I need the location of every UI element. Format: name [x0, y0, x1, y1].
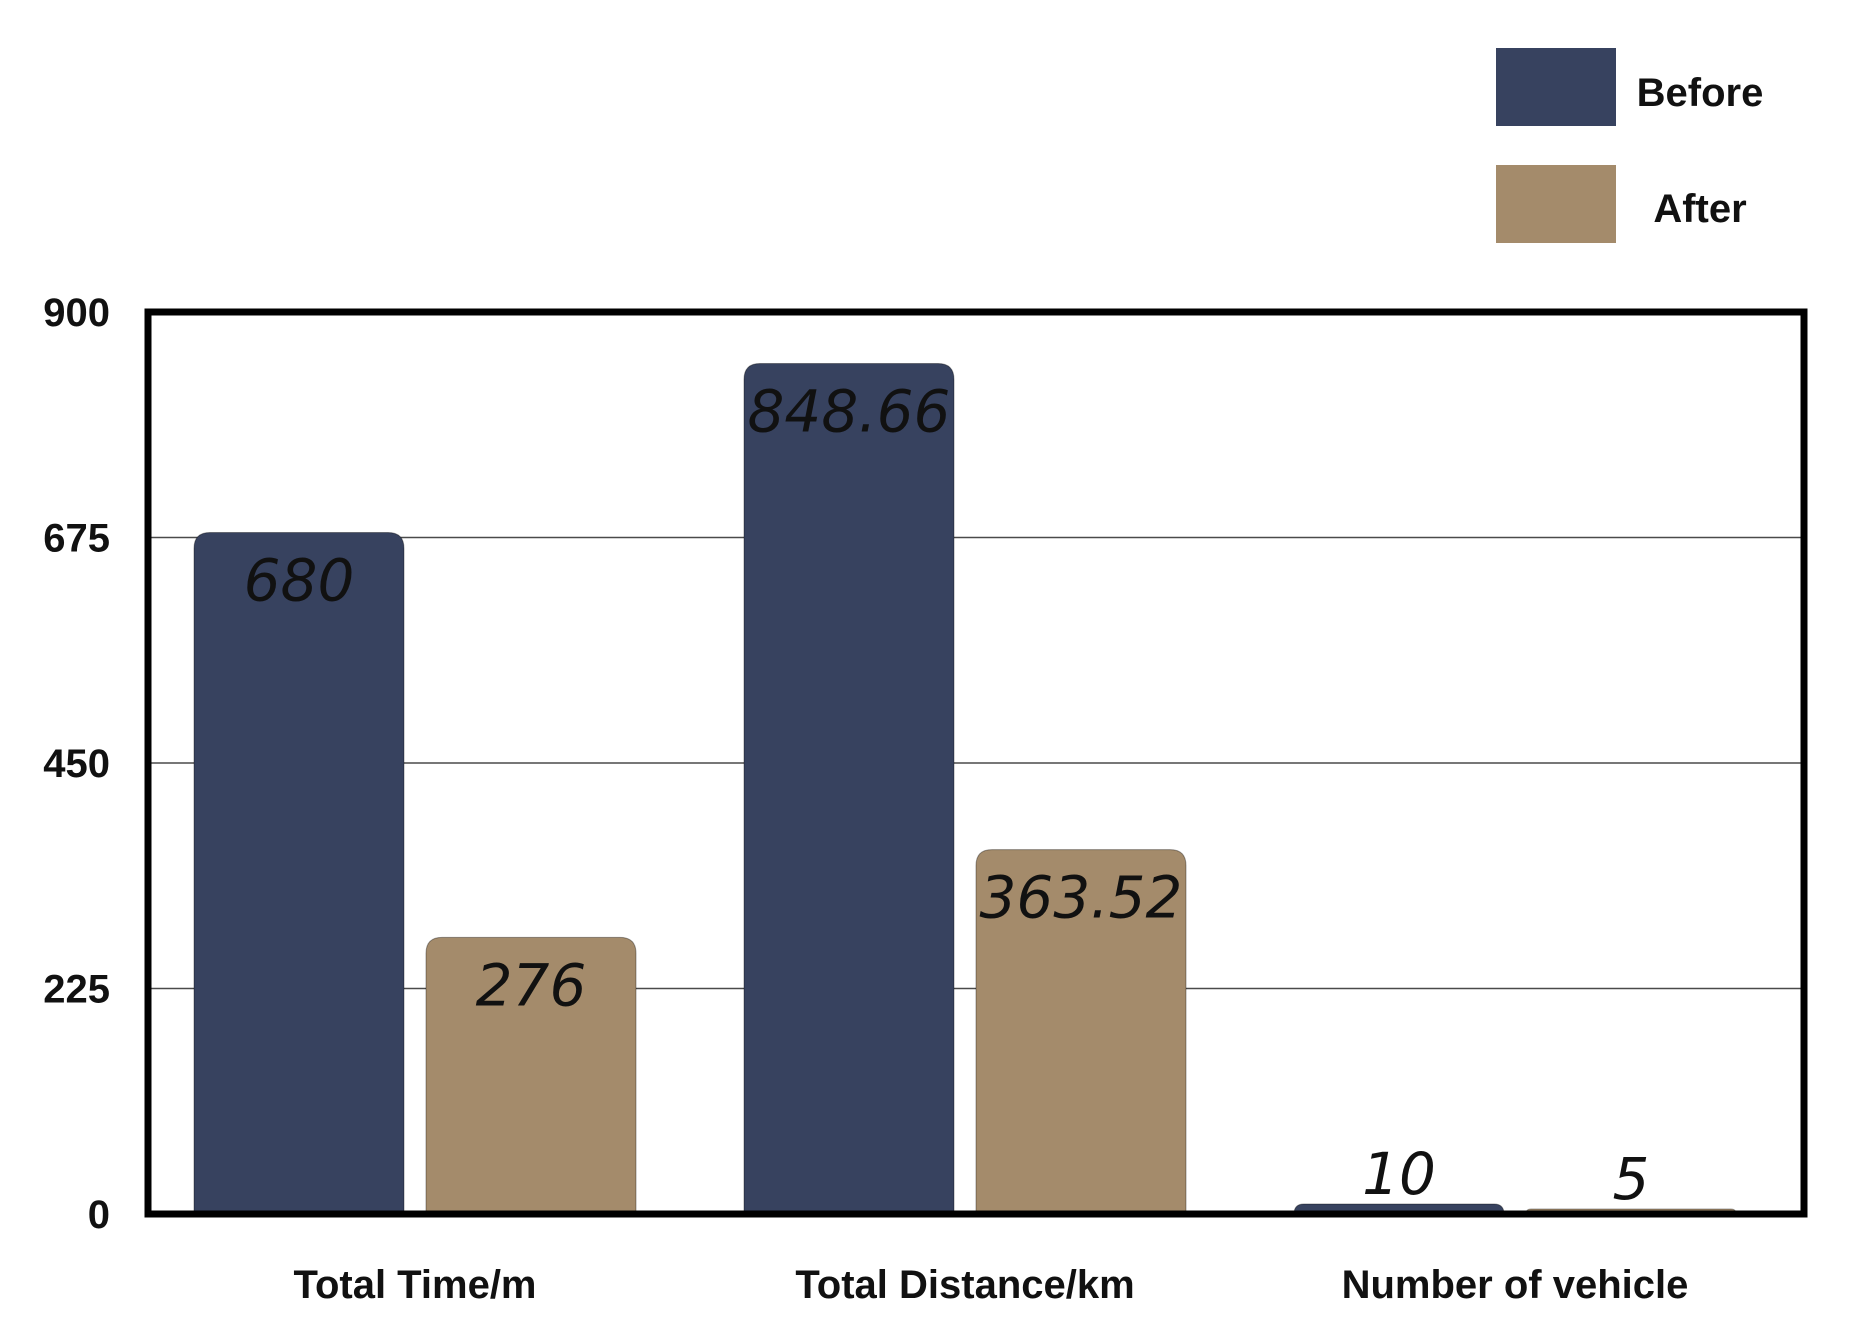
value-label-after-1: 276	[476, 951, 587, 1019]
legend-label-before: Before	[1637, 71, 1764, 115]
y-tick-label: 0	[88, 1193, 110, 1237]
bars	[194, 363, 1736, 1214]
y-tick-label: 900	[43, 291, 110, 335]
value-label-before-2: 848.66	[748, 377, 951, 445]
value-label-before-3: 10	[1362, 1140, 1436, 1208]
bar-before-1	[194, 532, 404, 1214]
legend: Before After	[1496, 48, 1763, 243]
value-label-after-2: 363.52	[980, 864, 1183, 932]
y-tick-label: 675	[43, 517, 110, 561]
bar-chart: 680 276 848.66 363.52 10 5 0 225 450 675 900 Tota…	[0, 0, 1851, 1323]
legend-swatch-after	[1496, 165, 1616, 243]
legend-swatch-before	[1496, 48, 1616, 126]
y-tick-label: 450	[43, 742, 110, 786]
value-label-before-1: 680	[244, 546, 355, 614]
x-category-label: Number of vehicle	[1342, 1263, 1689, 1307]
x-category-label: Total Time/m	[293, 1263, 536, 1307]
x-category-label: Total Distance/km	[795, 1263, 1134, 1307]
value-label-after-3: 5	[1613, 1145, 1650, 1213]
x-axis-categories: Total Time/m Total Distance/km Number of v…	[293, 1263, 1688, 1307]
y-tick-label: 225	[43, 968, 110, 1012]
bar-before-2	[744, 363, 954, 1214]
y-axis-ticks: 0 225 450 675 900	[43, 291, 110, 1237]
legend-label-after: After	[1653, 187, 1746, 231]
